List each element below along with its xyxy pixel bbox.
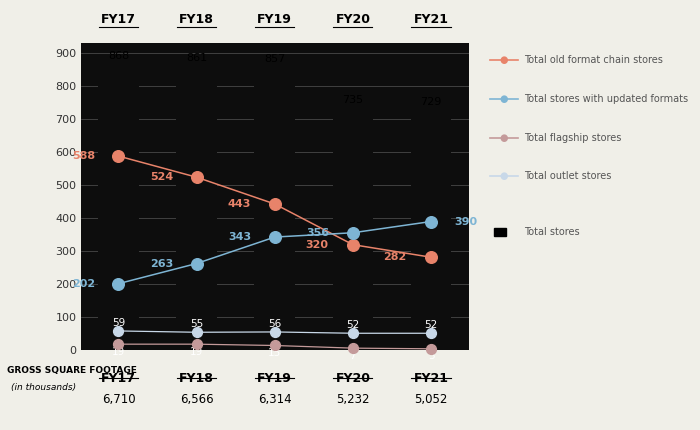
Point [347, 241, 358, 248]
Text: 52: 52 [424, 320, 438, 330]
Text: GROSS SQUARE FOOTAGE: GROSS SQUARE FOOTAGE [7, 366, 137, 375]
Text: Total flagship stores: Total flagship stores [524, 132, 621, 143]
Text: 59: 59 [112, 318, 125, 328]
Bar [176, 66, 217, 350]
Text: 19: 19 [112, 347, 125, 357]
Point [113, 153, 124, 160]
Bar [98, 64, 139, 350]
Bar [411, 110, 452, 350]
Text: 5: 5 [428, 351, 434, 362]
Text: Total stores: Total stores [524, 227, 579, 237]
Point [347, 345, 358, 352]
Text: FY19: FY19 [258, 13, 292, 26]
Point [269, 342, 280, 349]
Text: 6,710: 6,710 [102, 393, 135, 406]
Text: ●: ● [500, 55, 508, 65]
Text: ●: ● [500, 132, 508, 143]
Point [426, 330, 437, 337]
Point [113, 280, 124, 287]
Text: (in thousands): (in thousands) [10, 383, 76, 392]
Text: FY17: FY17 [101, 372, 136, 385]
Text: 729: 729 [420, 97, 442, 107]
Text: ●: ● [500, 171, 508, 181]
Point [347, 330, 358, 337]
Text: Total old format chain stores: Total old format chain stores [524, 55, 662, 65]
Text: 6,566: 6,566 [180, 393, 214, 406]
Point [191, 341, 202, 347]
Text: FY21: FY21 [414, 372, 449, 385]
Text: FY18: FY18 [179, 372, 214, 385]
Bar [254, 67, 295, 350]
Text: 356: 356 [307, 228, 330, 238]
Text: FY18: FY18 [179, 13, 214, 26]
Point [113, 341, 124, 347]
Text: 6,314: 6,314 [258, 393, 292, 406]
Text: 735: 735 [342, 95, 363, 105]
Text: 524: 524 [150, 172, 173, 182]
Point [426, 345, 437, 352]
Text: 588: 588 [72, 151, 95, 161]
Text: 320: 320 [305, 240, 328, 250]
Text: 390: 390 [454, 217, 477, 227]
Point [113, 328, 124, 335]
Text: 56: 56 [268, 319, 281, 329]
Text: FY19: FY19 [258, 372, 292, 385]
Point [269, 233, 280, 240]
Text: FY21: FY21 [414, 13, 449, 26]
Text: 7: 7 [349, 351, 356, 361]
Point [426, 254, 437, 261]
Point [191, 329, 202, 336]
Text: ●: ● [500, 94, 508, 104]
Point [191, 260, 202, 267]
Text: 55: 55 [190, 319, 203, 329]
Point [269, 200, 280, 207]
Text: 443: 443 [228, 199, 251, 209]
Point [347, 229, 358, 236]
Point [426, 218, 437, 225]
Text: 868: 868 [108, 51, 129, 61]
Text: 19: 19 [190, 347, 203, 357]
Text: 5,052: 5,052 [414, 393, 448, 406]
Text: 52: 52 [346, 320, 360, 330]
Text: FY20: FY20 [335, 372, 370, 385]
Text: 5,232: 5,232 [336, 393, 370, 406]
Text: 202: 202 [72, 279, 95, 289]
Point [269, 329, 280, 335]
Text: 263: 263 [150, 258, 173, 268]
Point [191, 174, 202, 181]
Text: FY17: FY17 [101, 13, 136, 26]
Text: Total stores with updated formats: Total stores with updated formats [524, 94, 687, 104]
Text: Total outlet stores: Total outlet stores [524, 171, 611, 181]
Text: 857: 857 [264, 55, 286, 64]
Bar [332, 108, 373, 350]
Text: 343: 343 [228, 232, 251, 242]
Text: 861: 861 [186, 53, 207, 63]
Text: 282: 282 [383, 252, 406, 262]
Text: FY20: FY20 [335, 13, 370, 26]
Text: 15: 15 [268, 348, 281, 358]
